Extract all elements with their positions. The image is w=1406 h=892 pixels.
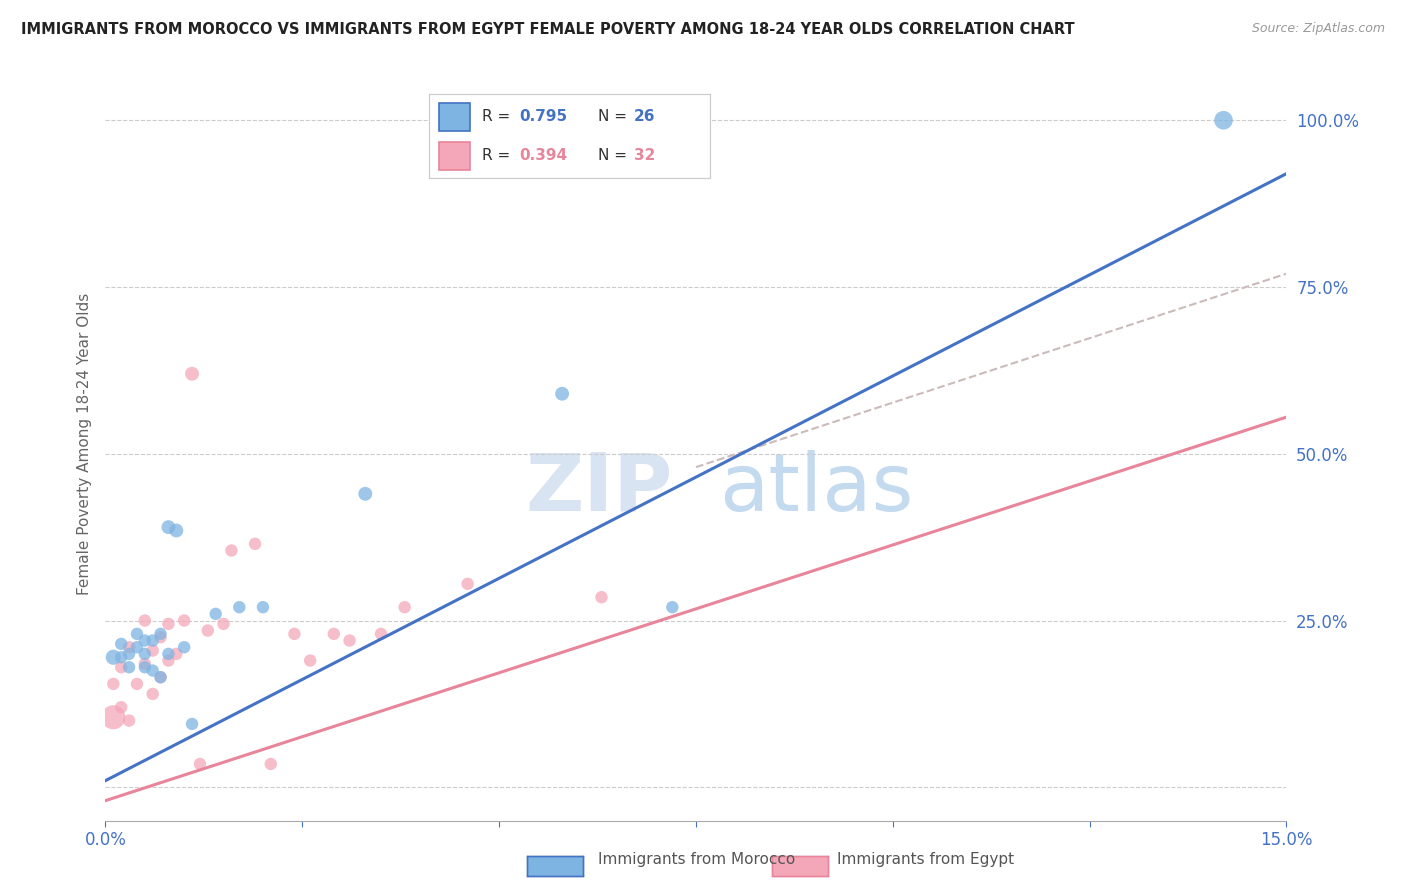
Point	[118, 660, 141, 674]
Text: IMMIGRANTS FROM MOROCCO VS IMMIGRANTS FROM EGYPT FEMALE POVERTY AMONG 18-24 YEAR: IMMIGRANTS FROM MOROCCO VS IMMIGRANTS FR…	[21, 22, 1074, 37]
Text: N =: N =	[598, 110, 631, 125]
Point	[173, 640, 195, 655]
Text: atlas: atlas	[720, 450, 914, 528]
Point	[149, 630, 172, 644]
Point	[149, 670, 172, 684]
Point	[142, 633, 165, 648]
Point	[394, 600, 416, 615]
Point	[118, 647, 141, 661]
Point	[283, 627, 305, 641]
Point	[212, 616, 235, 631]
Point	[110, 637, 132, 651]
Text: 0.795: 0.795	[519, 110, 567, 125]
Point	[354, 487, 377, 501]
Point	[157, 654, 180, 668]
Point	[149, 627, 172, 641]
Point	[339, 633, 361, 648]
Text: 26: 26	[634, 110, 655, 125]
Point	[103, 710, 125, 724]
Point	[134, 660, 156, 674]
Point	[260, 756, 283, 771]
Point	[134, 647, 156, 661]
Point	[204, 607, 226, 621]
Point	[322, 627, 344, 641]
Point	[221, 543, 243, 558]
Point	[661, 600, 683, 615]
Point	[142, 643, 165, 657]
Point	[197, 624, 219, 638]
Point	[1212, 113, 1234, 128]
Point	[110, 700, 132, 714]
Point	[299, 654, 322, 668]
Point	[370, 627, 392, 641]
Point	[134, 633, 156, 648]
Text: R =: R =	[482, 110, 516, 125]
Text: Immigrants from Morocco: Immigrants from Morocco	[598, 852, 794, 867]
Point	[149, 670, 172, 684]
Point	[591, 590, 613, 604]
Point	[243, 537, 266, 551]
Point	[188, 756, 211, 771]
Point	[118, 714, 141, 728]
Text: 0.394: 0.394	[519, 147, 567, 162]
Point	[103, 677, 125, 691]
Point	[165, 647, 187, 661]
Point	[134, 614, 156, 628]
Point	[157, 616, 180, 631]
Point	[142, 687, 165, 701]
Point	[181, 367, 204, 381]
Text: Source: ZipAtlas.com: Source: ZipAtlas.com	[1251, 22, 1385, 36]
FancyBboxPatch shape	[439, 103, 470, 131]
Point	[125, 627, 148, 641]
Text: R =: R =	[482, 147, 516, 162]
Point	[125, 640, 148, 655]
Point	[551, 386, 574, 401]
Point	[157, 647, 180, 661]
Point	[173, 614, 195, 628]
Point	[457, 577, 479, 591]
Point	[181, 717, 204, 731]
Point	[110, 660, 132, 674]
Point	[165, 524, 187, 538]
Text: Immigrants from Egypt: Immigrants from Egypt	[837, 852, 1014, 867]
FancyBboxPatch shape	[439, 142, 470, 169]
Text: ZIP: ZIP	[524, 450, 672, 528]
Point	[157, 520, 180, 534]
Point	[118, 640, 141, 655]
Text: 32: 32	[634, 147, 655, 162]
Point	[142, 664, 165, 678]
Point	[110, 650, 132, 665]
Text: N =: N =	[598, 147, 631, 162]
Y-axis label: Female Poverty Among 18-24 Year Olds: Female Poverty Among 18-24 Year Olds	[76, 293, 91, 595]
Point	[252, 600, 274, 615]
Point	[228, 600, 250, 615]
Point	[134, 657, 156, 671]
Point	[125, 677, 148, 691]
Point	[103, 650, 125, 665]
